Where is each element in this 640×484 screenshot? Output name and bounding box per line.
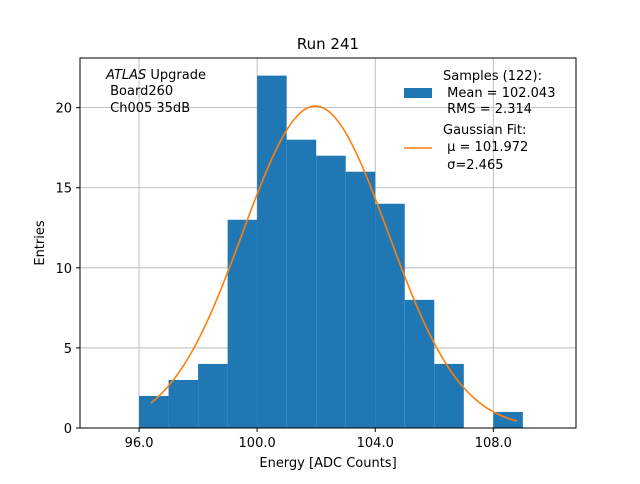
histogram-bar [227,219,258,428]
y-ticks: 0 5 10 15 20 [55,102,80,437]
annotation-rest: Upgrade [146,68,206,83]
chart-title: Run 241 [297,35,359,53]
legend-samples-line2: Mean = 102.043 [443,86,555,101]
x-tick-label: 108.0 [475,436,512,451]
x-ticks: 96.0 100.0 104.0 108.0 [125,428,512,451]
histogram-bar [375,203,405,428]
histogram-bar [404,299,435,428]
legend-samples-line1: Samples (122): [443,69,542,84]
annotation: ATLAS Upgrade Board260 Ch005 35dB [105,68,206,116]
histogram-bar [286,139,317,429]
histogram-bar [168,379,199,428]
histogram-bar [198,363,228,428]
annotation-line2: Board260 [106,84,173,99]
x-tick-label: 104.0 [357,436,394,451]
legend-fit-line3: σ=2.465 [443,158,503,173]
histogram-bar [316,155,346,428]
legend-fit-line1: Gaussian Fit: [443,123,526,138]
y-tick-label: 0 [64,422,72,437]
y-tick-label: 5 [64,342,72,357]
plot-frame [79,57,577,429]
x-tick-label: 100.0 [239,436,276,451]
legend: Samples (122): Mean = 102.043 RMS = 2.31… [404,69,555,173]
x-axis-label: Energy [ADC Counts] [259,456,396,471]
gaussian-fit-curve [150,105,518,422]
legend-samples-line3: RMS = 2.314 [443,102,532,117]
histogram-bar [345,171,376,428]
annotation-italic: ATLAS [105,68,146,83]
histogram-bar [257,75,287,428]
histogram-bar [434,363,464,428]
legend-samples-swatch [404,88,432,98]
y-tick-label: 15 [55,182,72,197]
y-tick-label: 20 [55,102,72,117]
annotation-line3: Ch005 35dB [106,101,190,116]
histogram-bars [139,75,523,429]
legend-fit-line2: μ = 101.972 [443,140,528,155]
svg-text:ATLAS Upgrade: ATLAS Upgrade [105,68,206,83]
y-tick-label: 10 [55,262,72,277]
x-tick-label: 96.0 [125,436,154,451]
y-axis-label: Entries [33,220,48,266]
